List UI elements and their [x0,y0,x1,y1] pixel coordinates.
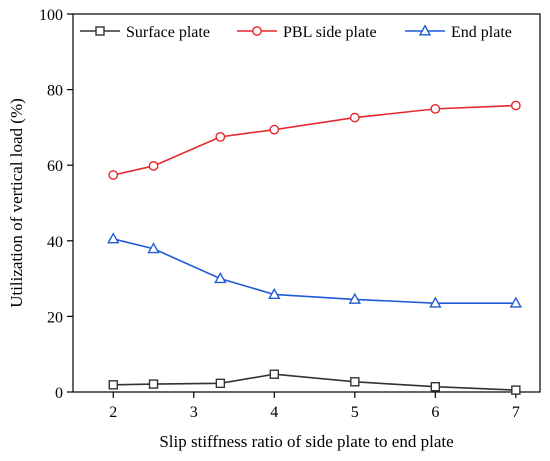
series-line [113,238,516,304]
data-point [430,382,441,392]
data-point [215,131,226,142]
data-point [215,378,226,389]
data-point [350,377,360,387]
x-tick-label: 4 [270,404,278,421]
x-tick-label: 2 [109,404,117,421]
y-tick-label: 60 [47,158,63,175]
plot-border [72,13,541,393]
legend-marker [252,26,262,36]
data-point [349,112,360,123]
x-axis-label: Slip stiffness ratio of side plate to en… [159,432,453,451]
y-tick-label: 20 [47,309,63,326]
axis-ticks: 2 3 4 5 6 7 0 20 40 60 80 100 [39,7,520,421]
series-layer [107,100,523,395]
x-tick-label: 5 [351,404,359,421]
data-point [509,296,523,308]
x-tick-label: 6 [431,404,439,421]
plot-area [72,13,541,393]
legend-entry: PBL side plate [237,24,377,41]
y-tick-label: 40 [47,234,63,251]
data-point [148,161,159,171]
data-point [108,380,118,390]
legend-label: PBL side plate [283,24,377,41]
data-point [348,292,361,304]
legend-marker [418,24,432,36]
data-point [268,287,281,299]
data-point [510,100,521,111]
legend-marker [95,26,105,36]
data-point [148,379,159,389]
data-point [269,124,280,135]
x-tick-label: 7 [512,404,520,421]
series-3 [107,232,523,308]
series-1 [108,369,521,395]
y-tick-label: 80 [47,83,63,100]
data-point [429,296,442,308]
legend: Surface plate PBL side plate End plate [80,24,512,41]
legend-entry: End plate [405,24,512,41]
legend-entry: Surface plate [80,24,210,41]
series-line [113,373,516,391]
data-point [430,103,441,114]
data-point [147,242,160,254]
data-point [269,369,279,379]
y-axis-label: Utilization of vertical load (%) [7,98,26,308]
data-point [108,170,119,180]
series-2 [108,100,521,180]
y-tick-label: 100 [39,7,63,24]
y-tick-label: 0 [55,385,63,402]
data-point [107,232,120,244]
legend-label: End plate [451,24,512,41]
data-point [511,385,521,395]
x-tick-label: 3 [190,404,198,421]
data-point [214,271,227,284]
legend-label: Surface plate [126,24,210,41]
series-line [113,104,516,176]
